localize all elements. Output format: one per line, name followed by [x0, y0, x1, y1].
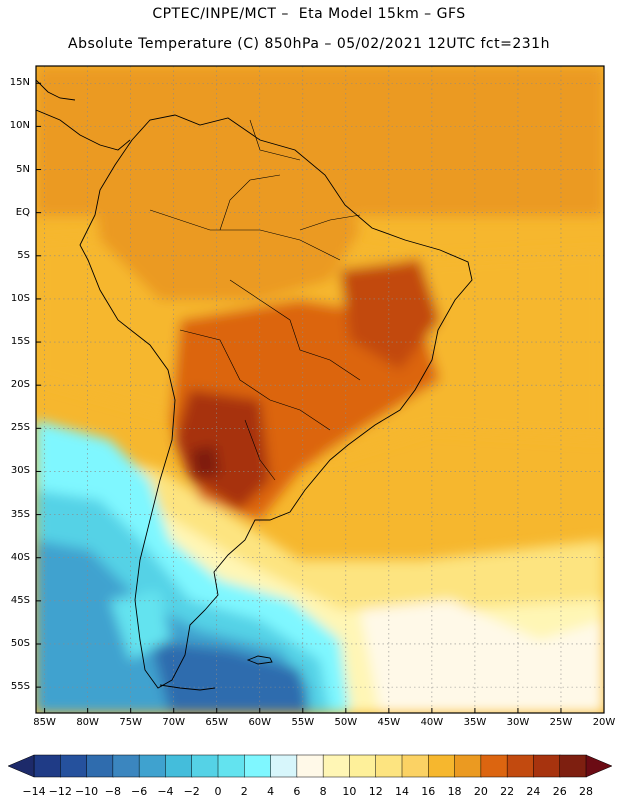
colorbar-cell: [454, 754, 482, 778]
colorbar-tick-label: 0: [214, 785, 222, 798]
lon-label: 55W: [291, 717, 315, 728]
lat-label: 45S: [10, 594, 30, 606]
colorbar-tick-label: 12: [368, 785, 383, 798]
lon-label: 20W: [592, 717, 616, 728]
colorbar-left-arrow: [7, 754, 35, 778]
colorbar-tick-label: −8: [104, 785, 121, 798]
colorbar-tick-label: −4: [157, 785, 174, 798]
lat-label: 25S: [10, 422, 30, 434]
south-america-coastline: [79, 114, 473, 689]
lon-label: 45W: [377, 717, 401, 728]
field-chaco-max: [190, 445, 220, 478]
colorbar-cell: [506, 754, 535, 778]
colorbar-cell: [349, 754, 377, 778]
map-frame: [35, 65, 605, 714]
colorbar-tick-label: 4: [267, 785, 275, 798]
lat-label: 35S: [10, 508, 30, 520]
colorbar-cell: [533, 754, 561, 778]
falkland-islands: [246, 655, 273, 665]
colorbar-tick-label: 6: [293, 785, 301, 798]
caribbean-coast: [36, 79, 76, 101]
colorbar-tick-label: −2: [183, 785, 200, 798]
lon-label: 30W: [506, 717, 530, 728]
country-borders: [149, 119, 361, 481]
chart-title-line1: CPTEC/INPE/MCT – Eta Model 15km – GFS: [152, 6, 466, 22]
lon-label: 80W: [76, 717, 99, 728]
colorbar-cell: [33, 754, 62, 778]
colorbar-tick-label: 2: [240, 785, 248, 798]
colorbar-cell: [138, 754, 167, 778]
colorbar-tick-label: 20: [473, 785, 488, 798]
lat-label: 5S: [17, 249, 30, 261]
chart-title-line2: Absolute Temperature (C) 850hPa – 05/02/…: [68, 36, 550, 52]
field-south-cream: [360, 600, 604, 713]
colorbar-cell: [165, 754, 193, 778]
colorbar-cell: [401, 754, 430, 778]
colorbar-tick-label: 18: [447, 785, 462, 798]
colorbar-right-arrow: [585, 754, 613, 778]
field-amazon-warm: [90, 110, 360, 300]
colorbar-cell: [244, 754, 272, 778]
lat-label: EQ: [15, 206, 30, 218]
colorbar-tick-label: −14: [22, 785, 46, 798]
colorbar-tick-label: −6: [131, 785, 148, 798]
field-northeast-hot: [340, 260, 440, 370]
field-patagonia-land: [110, 590, 170, 660]
coastlines: [36, 79, 473, 691]
colorbar-tick-label: −12: [48, 785, 72, 798]
colorbar-cell: [270, 754, 298, 778]
colorbar-tick-label: 26: [552, 785, 567, 798]
lon-label: 70W: [162, 717, 185, 728]
colorbar-tick-label: 24: [526, 785, 541, 798]
lat-label: 15S: [10, 336, 30, 348]
central-america-coastline: [36, 109, 131, 151]
lon-label: 50W: [334, 717, 358, 728]
axis-ticks: [36, 82, 605, 713]
temperature-field: [36, 66, 604, 713]
colorbar-cell: [60, 754, 88, 778]
colorbar-cell: [322, 754, 351, 778]
colorbar-tick-label: 28: [579, 785, 593, 798]
colorbar-cell: [112, 754, 140, 778]
colorbar-cell: [217, 754, 246, 778]
colorbar-tick-label: 14: [395, 785, 409, 798]
lon-label: 75W: [119, 717, 142, 728]
colorbar-cell: [86, 754, 114, 778]
colorbar-tick-label: 8: [319, 785, 327, 798]
lon-label: 40W: [420, 717, 444, 728]
lat-label: 40S: [10, 551, 30, 563]
colorbar-cell: [428, 754, 456, 778]
lat-label: 10S: [10, 292, 30, 304]
colorbar-cell: [559, 754, 587, 778]
lat-label: 50S: [10, 637, 30, 649]
lon-label: 35W: [463, 717, 487, 728]
lat-label: 15N: [9, 77, 30, 89]
lat-label: 10N: [9, 120, 30, 132]
colorbar-tick-label: 22: [500, 785, 515, 798]
colorbar-tick-label: −10: [74, 785, 99, 798]
lon-label: 25W: [549, 717, 573, 728]
lon-label: 65W: [205, 717, 229, 728]
graticule: [36, 66, 605, 713]
colorbar-cell: [191, 754, 219, 778]
lat-label: 5N: [16, 163, 30, 175]
lat-label: 30S: [10, 465, 30, 477]
colorbar-tick-label: 16: [421, 785, 436, 798]
colorbar-cell: [296, 754, 324, 778]
lon-label: 85W: [33, 717, 56, 728]
colorbar-cell: [480, 754, 508, 778]
colorbar-tick-label: 10: [342, 785, 357, 798]
lat-label: 55S: [10, 681, 30, 693]
lon-label: 60W: [248, 717, 272, 728]
field-chaco-hot: [175, 390, 270, 510]
lat-label: 20S: [10, 379, 30, 391]
tierra-del-fuego: [159, 684, 216, 691]
field-cold-darkblue: [150, 640, 310, 713]
colorbar-cell: [375, 754, 403, 778]
